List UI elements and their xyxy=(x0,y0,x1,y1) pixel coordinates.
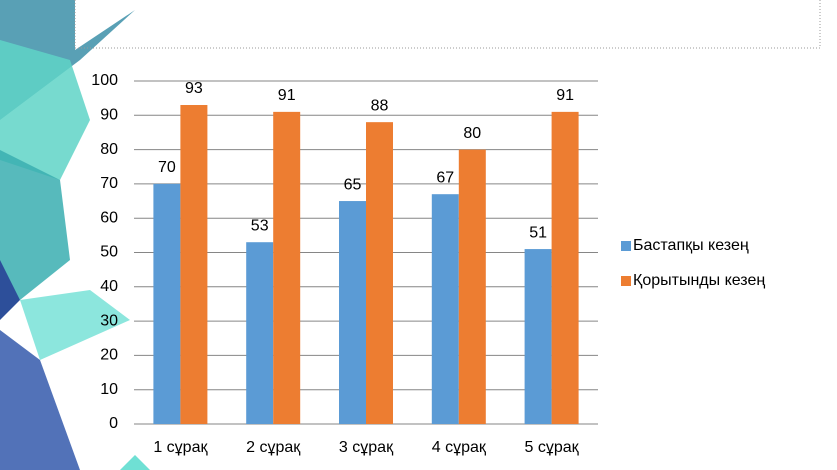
x-tick-label: 1 сұрақ xyxy=(153,439,208,456)
x-tick-label: 5 сұрақ xyxy=(525,439,580,456)
bar xyxy=(366,122,393,424)
y-tick-label: 70 xyxy=(100,175,118,192)
bar xyxy=(339,201,366,424)
data-label: 67 xyxy=(436,169,454,186)
data-label: 70 xyxy=(158,159,176,176)
data-label: 51 xyxy=(529,224,547,241)
legend-label: Қорытынды кезең xyxy=(633,272,765,289)
x-tick-label: 4 сұрақ xyxy=(432,439,487,456)
y-tick-label: 90 xyxy=(100,107,118,124)
data-label: 88 xyxy=(371,97,389,114)
data-label: 91 xyxy=(278,87,296,104)
data-label: 80 xyxy=(463,125,481,142)
y-tick-label: 60 xyxy=(100,209,118,226)
y-tick-label: 10 xyxy=(100,381,118,398)
data-label: 65 xyxy=(344,176,362,193)
legend-swatch xyxy=(621,276,631,286)
bar xyxy=(458,149,486,424)
y-tick-label: 20 xyxy=(100,347,118,364)
data-label: 91 xyxy=(556,87,574,104)
y-tick-label: 100 xyxy=(91,72,118,89)
bar xyxy=(246,242,274,424)
legend-swatch xyxy=(621,241,631,251)
y-tick-label: 80 xyxy=(100,141,118,158)
y-tick-label: 0 xyxy=(109,415,118,432)
data-label: 53 xyxy=(251,217,269,234)
x-tick-label: 2 сұрақ xyxy=(246,439,301,456)
bar xyxy=(273,111,301,425)
bar xyxy=(551,111,579,425)
legend-label: Бастапқы кезең xyxy=(633,237,749,254)
bar xyxy=(524,249,552,424)
y-tick-label: 50 xyxy=(100,244,118,261)
bar xyxy=(153,183,181,424)
bar xyxy=(180,105,208,424)
data-label: 93 xyxy=(185,80,203,97)
bar xyxy=(431,194,459,424)
x-tick-label: 3 сұрақ xyxy=(339,439,394,456)
y-tick-label: 30 xyxy=(100,312,118,329)
y-tick-label: 40 xyxy=(100,278,118,295)
